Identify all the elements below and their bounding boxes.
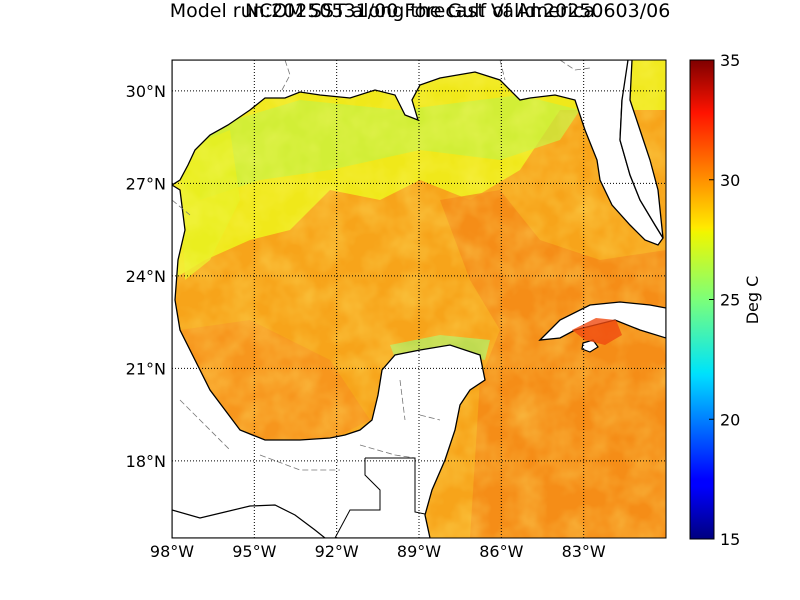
longitude-tick-label: 95°W: [232, 542, 276, 561]
latitude-tick-label: 21°N: [126, 359, 166, 378]
map-frame: [171, 59, 667, 539]
colorbar-tick-label: 30: [720, 171, 740, 190]
country-border-guatemala: [334, 457, 426, 538]
ocean-sst-cuba-hotspot: [572, 318, 622, 345]
longitude-tick-label: 89°W: [397, 542, 441, 561]
colorbar-tick-label: 25: [720, 291, 740, 310]
colorbar-label: Deg C: [743, 276, 762, 325]
colorbar-tick-label: 35: [720, 51, 740, 70]
longitude-tick-label: 98°W: [150, 542, 194, 561]
latitude-tick-label: 24°N: [126, 267, 166, 286]
latitude-tick-label: 27°N: [126, 174, 166, 193]
land-mexico: [172, 184, 486, 538]
inland-border-us: [172, 60, 591, 216]
gridlines: [172, 60, 666, 538]
inland-border-mexico: [179, 379, 441, 471]
latitude-tick-label: 18°N: [126, 452, 166, 471]
map-title-line2: Model run:20250531/00 Forecast Valid:202…: [169, 0, 671, 22]
land-florida-peninsula-east: [619, 60, 664, 239]
tick-labels: 98°W 95°W 92°W 89°W 86°W 83°W 30°N 27°N 24°N 21°N…: [126, 82, 606, 561]
colorbar-ticks: 15 20 25 30 35: [709, 51, 740, 549]
longitude-tick-label: 83°W: [562, 542, 606, 561]
pacific-coastline: [172, 504, 326, 538]
longitude-tick-label: 92°W: [315, 542, 359, 561]
latitude-tick-label: 30°N: [126, 82, 166, 101]
map-title-line1: NCOM SST along the Gulf of America: [244, 0, 596, 22]
colorbar-tick-label: 20: [720, 410, 740, 429]
colorbar-tick-label: 15: [720, 530, 740, 549]
longitude-tick-label: 86°W: [479, 542, 523, 561]
